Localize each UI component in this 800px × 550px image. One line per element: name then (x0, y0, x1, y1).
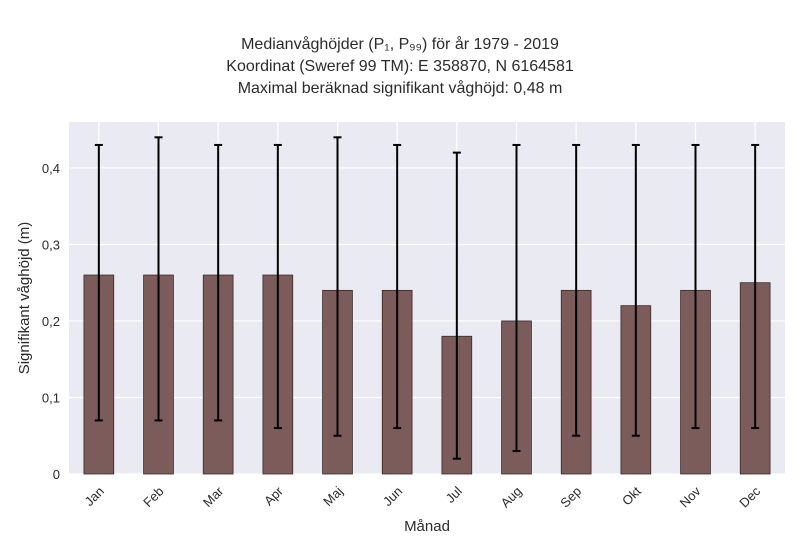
chart-title-line-1: Medianvåghöjder (P₁, P₉₉) för år 1979 - … (241, 36, 559, 53)
plot-area (69, 122, 785, 474)
x-tick-label: Sep (557, 484, 584, 511)
y-axis-ticks: 0 0,1 0,2 0,3 0,4 (42, 161, 60, 482)
x-tick-label: Maj (320, 483, 345, 508)
x-tick-label: Feb (140, 484, 166, 510)
x-axis-ticks: Jan Feb Mar Apr Maj Jun Jul Aug Sep Okt Nov Dec (82, 483, 764, 510)
x-tick-label: Jul (443, 483, 465, 505)
y-tick-label: 0 (53, 467, 60, 482)
y-tick-label: 0,2 (42, 314, 60, 329)
y-tick-label: 0,3 (42, 237, 60, 252)
x-tick-label: Okt (619, 483, 644, 508)
x-tick-label: Jan (82, 484, 107, 509)
x-tick-label: Dec (736, 483, 763, 510)
y-axis-label: Signifikant våghöjd (m) (16, 222, 33, 375)
chart-title: Medianvåghöjder (P₁, P₉₉) för år 1979 - … (0, 34, 800, 100)
y-tick-label: 0,4 (42, 161, 60, 176)
x-tick-label: Mar (200, 483, 227, 510)
x-tick-label: Aug (498, 484, 525, 511)
x-tick-label: Jun (380, 484, 405, 509)
y-tick-label: 0,1 (42, 390, 60, 405)
x-axis-label: Månad (404, 518, 450, 535)
x-tick-label: Nov (677, 483, 704, 510)
chart-title-line-2: Koordinat (Sweref 99 TM): E 358870, N 61… (226, 58, 574, 75)
chart-title-line-3: Maximal beräknad signifikant våghöjd: 0,… (237, 80, 563, 97)
error-bars (94, 136, 760, 460)
x-tick-label: Apr (261, 483, 286, 508)
